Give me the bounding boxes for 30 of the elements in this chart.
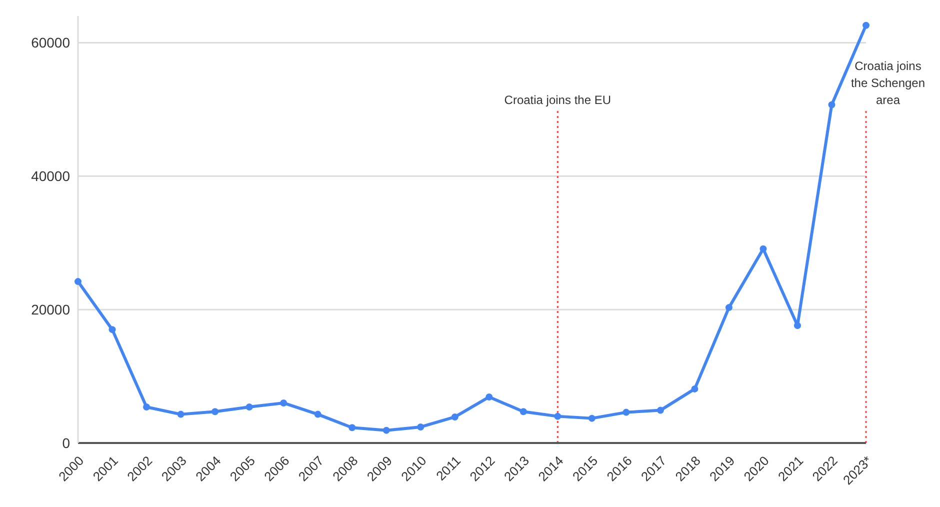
point [348, 424, 356, 432]
point [588, 414, 596, 422]
point [862, 22, 870, 29]
y-tick-label: 20000 [31, 302, 70, 318]
point [246, 403, 253, 410]
point [486, 393, 493, 400]
point [520, 408, 527, 416]
point [656, 406, 664, 414]
point [280, 399, 288, 406]
point [622, 408, 630, 416]
point [417, 423, 424, 430]
point [314, 410, 322, 418]
point [108, 326, 116, 334]
point [74, 278, 82, 286]
point [177, 410, 184, 418]
point [828, 101, 836, 108]
point [451, 413, 458, 420]
ref-line-label: Croatia joins the EU [504, 92, 612, 107]
point [382, 426, 390, 434]
y-tick-label: 0 [62, 434, 70, 451]
point [143, 403, 150, 410]
ref-line-label: Croatia joins the Schengen area [850, 58, 926, 107]
point [725, 304, 732, 312]
y-tick-label: 60000 [31, 34, 70, 51]
point [691, 385, 698, 392]
point [760, 245, 767, 252]
point [794, 322, 801, 330]
point [554, 412, 562, 420]
y-tick-label: 40000 [31, 168, 70, 184]
point [212, 408, 219, 416]
